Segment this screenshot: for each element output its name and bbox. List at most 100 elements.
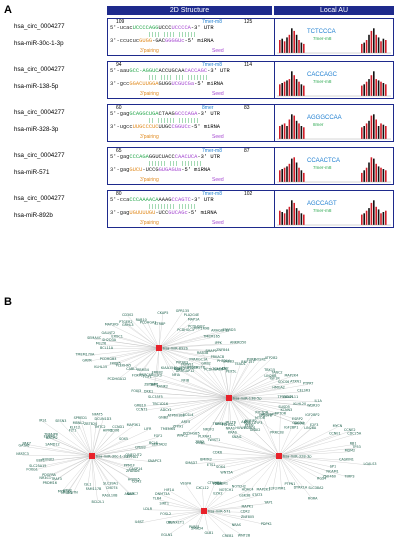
network-edge [259, 418, 280, 457]
gene-node: ZFAND6 [126, 469, 140, 473]
gene-node: KIAA1549 [161, 366, 178, 370]
gene-node: RBM34 [137, 368, 149, 372]
gene-node: LIFR [144, 427, 152, 431]
sequence-segment: CGGUCc [171, 124, 191, 130]
network-edge [221, 455, 280, 485]
network-edge [80, 419, 93, 457]
network-edge [91, 427, 119, 457]
gene-node: NR3C1 [39, 476, 51, 480]
gene-node: HUWE1 [181, 363, 194, 367]
pairing-label: 3'pairing [140, 220, 159, 226]
gene-node: FOXG1 [26, 468, 38, 472]
au-bar [363, 170, 365, 182]
circrna-name: hsa_circ_0004277 [14, 23, 65, 30]
gene-node: CCNE1 [329, 432, 341, 436]
gene-node: SRRM4 [215, 422, 227, 426]
site-type: 7mer-m8 [202, 62, 223, 68]
network-edge [111, 325, 160, 349]
gene-node: FLT1 [69, 429, 77, 433]
gene-node: NRAS [232, 523, 241, 527]
circrna-name: hsa_circ_0004277 [14, 195, 65, 202]
gene-node: IL6R [174, 367, 182, 371]
pairing-bars: |||||| ||| ||||||| [148, 161, 203, 167]
gene-node: PRRC2B [270, 431, 284, 435]
network-edge [244, 455, 280, 497]
network-edge [185, 372, 230, 399]
au-bar [293, 75, 295, 96]
network-edge [213, 440, 280, 457]
gene-node: TRPS1 [212, 422, 224, 426]
gene-node: ATXN1 [290, 379, 301, 383]
sequence-segment: 3'-gag [110, 167, 130, 173]
au-bar [365, 40, 368, 53]
au-bar [298, 210, 300, 225]
gene-node: PARP1 [189, 525, 200, 529]
au-bar [380, 213, 382, 225]
gene-node: TIMP3 [343, 475, 354, 479]
gene-node: PCDHGB5 [183, 431, 200, 435]
au-bar [300, 84, 303, 96]
au-bar [385, 40, 387, 53]
gene-node: GFRA2 [294, 422, 305, 426]
network-edge [147, 323, 160, 349]
network-edge [278, 426, 315, 457]
seed-label: Seed [212, 220, 224, 226]
au-bar [283, 213, 286, 225]
sequence-segment: -3' UTR [190, 25, 214, 31]
network-edge [115, 347, 160, 365]
gene-node: TMTC2 [93, 425, 105, 429]
network-edge [48, 455, 93, 461]
mirna-sequence: 3'-ccucucGUGG-GACGGGGUc-5' miRNA [110, 38, 214, 44]
au-bar [365, 210, 368, 225]
gene-node: YAP1 [264, 500, 272, 504]
gene-node: CREB3 [223, 359, 234, 363]
mirna-hub-label: hsa-miR-892b [163, 347, 189, 351]
network-edge [91, 439, 124, 457]
au-bar [281, 212, 283, 225]
network-edge [278, 455, 313, 500]
binding-row: hsa_circ_0004277 hsa-miR-571 65 87 7mer-m8 5'… [12, 147, 394, 187]
gene-node: GNAI2 [250, 428, 261, 432]
network-edge [185, 381, 230, 399]
au-site-type: 7mer-m8 [313, 36, 332, 41]
gene-node: EN2 [222, 366, 229, 370]
au-bar [293, 157, 295, 182]
gene-node: GNB2 [159, 415, 169, 419]
network-edge [203, 495, 258, 512]
gene-node: LGALS3 [364, 462, 377, 466]
gene-node: PCDHGB7 [188, 325, 205, 329]
network-edge [157, 499, 205, 512]
au-bar [370, 202, 373, 225]
gene-node: EGLN1 [161, 533, 172, 537]
sequence-segment: CCAGTC [171, 197, 191, 203]
au-bar [385, 84, 387, 96]
au-bar [363, 213, 365, 225]
au-bar [295, 162, 298, 182]
pairing-label: 3'pairing [140, 48, 159, 54]
network-edge [228, 397, 266, 417]
au-bar [382, 38, 385, 53]
network-edge [182, 397, 230, 437]
network-edge [100, 344, 160, 349]
network-edge [203, 510, 246, 513]
sequence-segment: 3'-gcc [110, 81, 130, 87]
sequence-segment: GCAGGCUGA [129, 111, 159, 117]
network-edge [202, 353, 230, 399]
network-edge [228, 397, 299, 425]
gene-node: ITPRIPL2 [179, 366, 194, 370]
gene-node: PURB [247, 358, 257, 362]
network-edge [199, 442, 280, 457]
au-bar [281, 124, 283, 139]
mirna-hub-node [226, 395, 232, 401]
network-edge [91, 430, 148, 457]
gene-node: SOCS6 [278, 380, 290, 384]
circrna-name: hsa_circ_0004277 [14, 152, 65, 159]
gene-node: ESRRG [44, 435, 56, 439]
gene-node: KLHL20 [293, 402, 306, 406]
gene-node: CCNT1 [136, 408, 148, 412]
network-edge [191, 397, 230, 435]
au-bar [295, 120, 298, 139]
network-edge [106, 347, 160, 350]
gene-node: SLC25A15 [29, 464, 46, 468]
